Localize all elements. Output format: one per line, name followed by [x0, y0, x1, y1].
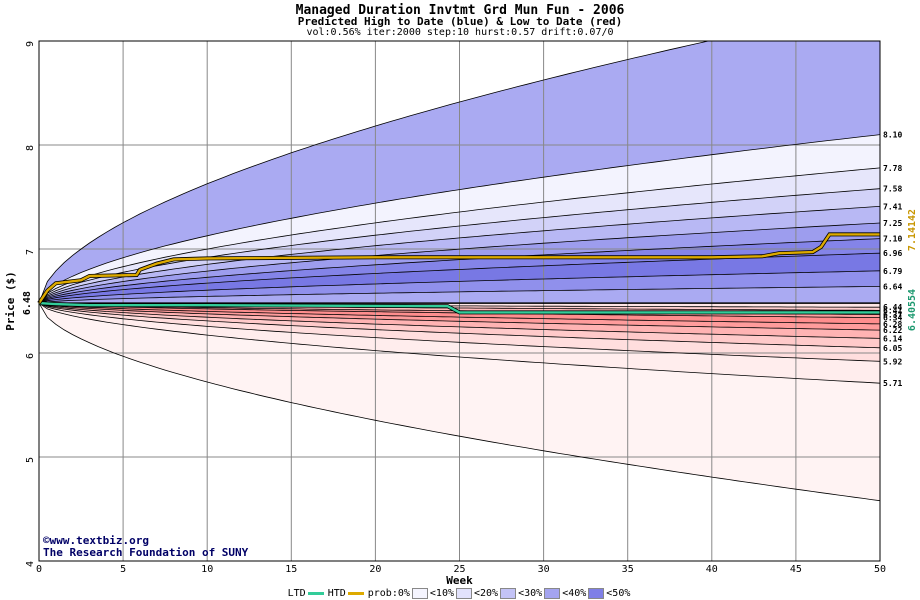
legend-prob: prob:0% <10% <20% <30% <40% <50% — [367, 587, 631, 599]
fan-line-15 — [39, 302, 880, 331]
fan-line-3 — [39, 238, 880, 304]
fan-line-8 — [39, 134, 880, 304]
low-band-7 — [39, 303, 880, 348]
fan-line-5 — [39, 206, 880, 304]
fan-line-19 — [39, 302, 880, 384]
y-tick-label-4: 8 — [25, 145, 36, 151]
high-band-6 — [39, 188, 880, 304]
y-axis-label: Price ($) — [4, 271, 17, 331]
x-tick-label-2: 10 — [201, 564, 213, 575]
end-value-label-6: 6.64 — [883, 282, 902, 291]
fan-line-7 — [39, 167, 880, 304]
fan-line-6 — [39, 188, 880, 304]
end-value-label-3: 7.58 — [883, 185, 902, 194]
legend-ltd: LTD — [288, 588, 326, 599]
fan-line-4 — [39, 222, 880, 304]
x-tick-label-5: 25 — [453, 564, 465, 575]
end-value-label-13: 6.28 — [883, 320, 902, 329]
x-axis-label: Week — [446, 574, 473, 587]
ltd-last-label: 6.40554 — [907, 289, 918, 331]
high-band-8 — [39, 134, 880, 304]
legend-bin-swatch-4 — [588, 587, 605, 599]
high-band-4 — [39, 223, 880, 304]
y-tick-label-1: 5 — [25, 457, 36, 463]
end-value-label-12: 6.34 — [883, 314, 902, 323]
fan-line-14 — [39, 302, 880, 325]
legend-bin-label-1: <20% — [474, 587, 499, 599]
fan-line-16 — [39, 302, 880, 339]
x-tick-label-4: 20 — [369, 564, 381, 575]
x-tick-label-3: 15 — [285, 564, 297, 575]
end-value-label-17: 5.92 — [883, 357, 902, 366]
end-value-label-0: 7.10 — [883, 235, 902, 244]
y-tick-label-0: 4 — [25, 561, 36, 567]
end-value-label-5: 8.10 — [883, 131, 902, 140]
legend-bin-label-4: <50% — [606, 587, 631, 599]
plot-frame — [38, 40, 881, 562]
end-value-label-18: 5.71 — [883, 379, 902, 388]
low-band-5 — [39, 303, 880, 331]
legend-bin-label-3: <40% — [562, 587, 587, 599]
ltd-series-line — [38, 301, 880, 314]
high-band-5 — [39, 206, 880, 304]
end-value-label-1: 7.25 — [883, 219, 902, 228]
x-tick-label-6: 30 — [538, 564, 550, 575]
x-tick-label-10: 50 — [874, 564, 886, 575]
x-tick-label-9: 45 — [790, 564, 802, 575]
legend-htd: HTD — [328, 588, 366, 599]
end-value-label-16: 6.05 — [883, 344, 902, 353]
low-band-6 — [39, 303, 880, 339]
probability-lines — [39, 41, 880, 502]
legend-bin-label-2: <30% — [518, 587, 543, 599]
end-value-label-4: 7.78 — [883, 164, 902, 173]
y-tick-label-3: 7 — [25, 249, 36, 255]
credit-organization: The Research Foundation of SUNY — [43, 546, 249, 559]
legend: LTD HTD prob:0% <10% <20% <30% <40% <50% — [0, 586, 920, 600]
fan-line-18 — [39, 302, 880, 362]
fan-line-9 — [39, 41, 711, 304]
end-value-label-11: 6.37 — [883, 311, 902, 320]
end-value-label-2: 7.41 — [883, 202, 902, 211]
end-value-label-7: 6.79 — [883, 267, 902, 276]
end-value-label-9: 6.44 — [883, 303, 902, 312]
x-tick-label-1: 5 — [120, 564, 126, 575]
series — [37, 232, 880, 315]
end-value-label-10: 6.41 — [883, 306, 902, 315]
x-tick-label-0: 0 — [36, 564, 42, 575]
end-value-label-14: 6.22 — [883, 326, 902, 335]
legend-bin-swatch-2 — [500, 587, 517, 599]
start-price-label: 6.48 — [22, 291, 33, 315]
x-tick-label-7: 35 — [622, 564, 634, 575]
legend-bin-swatch-1 — [456, 587, 472, 599]
htd-series-line — [38, 233, 880, 304]
fan-line-20 — [39, 302, 880, 502]
chart-title: Managed Duration Invtmt Grd Mun Fun - 20… — [295, 3, 625, 18]
legend-prob-label: prob:0% — [367, 587, 410, 599]
fan-line-17 — [39, 302, 880, 349]
legend-bin-label-0: <10% — [429, 587, 454, 599]
credit-website: ©www.textbiz.org — [43, 534, 149, 547]
end-value-label-8: 6.96 — [883, 249, 902, 258]
end-value-label-15: 6.14 — [883, 334, 902, 343]
chart-params: vol:0.56% iter:2000 step:10 hurst:0.57 d… — [306, 27, 614, 38]
legend-ltd-label: LTD — [287, 587, 306, 599]
x-tick-label-8: 40 — [706, 564, 718, 575]
legend-bin-swatch-0 — [411, 587, 428, 599]
y-tick-label-2: 6 — [25, 353, 36, 359]
y-tick-label-5: 9 — [25, 41, 36, 47]
high-band-7 — [39, 167, 880, 304]
htd-last-label: 7.14142 — [907, 209, 918, 251]
low-band-8 — [39, 303, 880, 362]
legend-htd-swatch — [347, 591, 364, 595]
high-band-3 — [39, 238, 880, 304]
legend-ltd-swatch — [307, 591, 324, 595]
fan-line-0 — [39, 286, 880, 304]
chart-subtitle: Predicted High to Date (blue) & Low to D… — [297, 15, 623, 28]
legend-bin-swatch-3 — [544, 587, 561, 599]
legend-htd-label: HTD — [327, 587, 346, 599]
fan-line-1 — [39, 270, 880, 304]
axes — [38, 40, 881, 562]
